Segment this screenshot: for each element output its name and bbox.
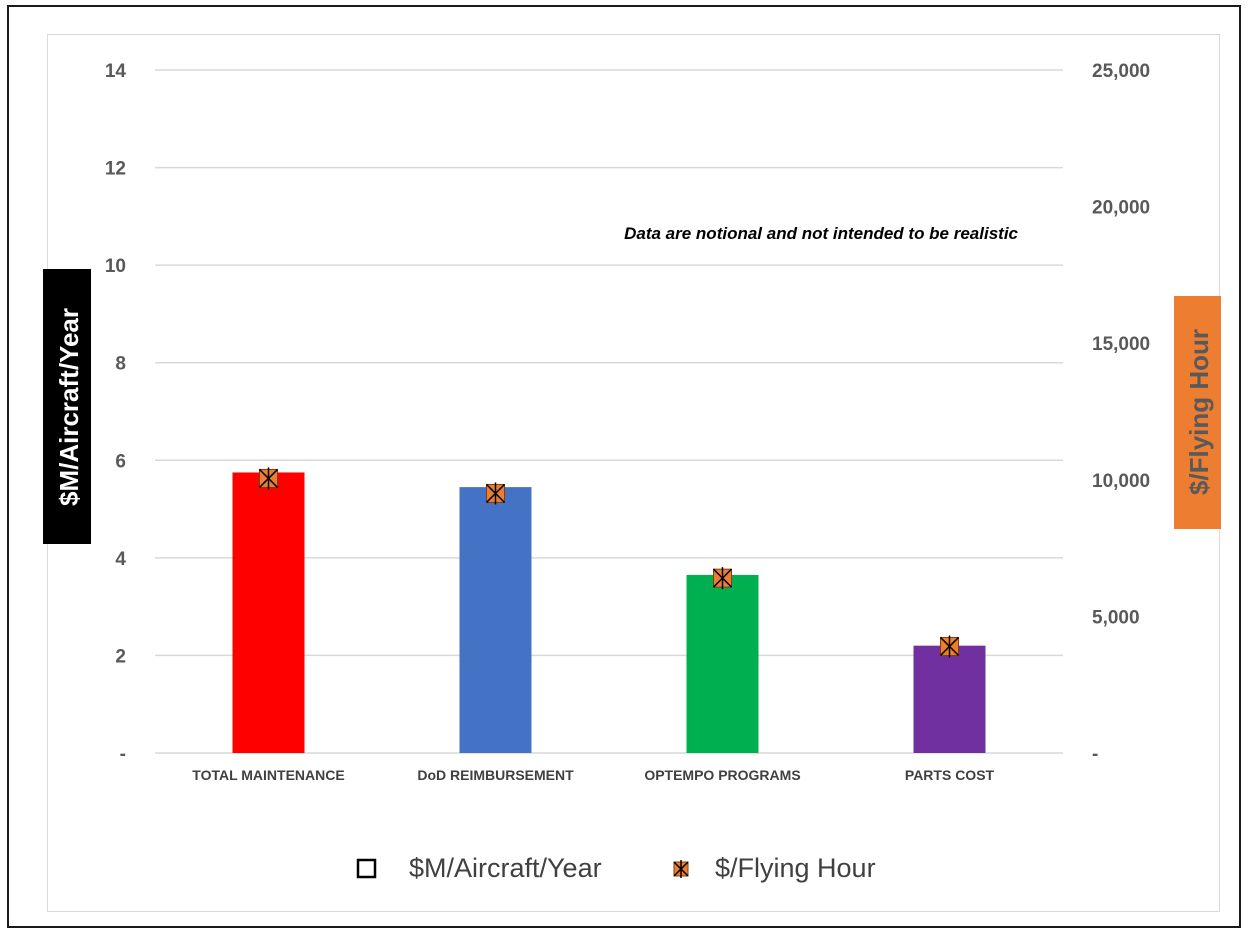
- left-tick-label: 6: [115, 451, 126, 472]
- left-tick-label: -: [120, 744, 126, 765]
- legend-label-aircraft-year: $M/Aircraft/Year: [409, 853, 602, 883]
- right-tick-label: 10,000: [1092, 471, 1150, 492]
- chart-frame: [7, 5, 1241, 928]
- notional-data-note: Data are notional and not intended to be…: [624, 224, 1018, 243]
- right-tick-label: 5,000: [1092, 607, 1140, 628]
- category-label: PARTS COST: [905, 767, 995, 783]
- left-axis-title-bg: [43, 269, 91, 544]
- bar: [232, 472, 305, 753]
- bars: [232, 472, 986, 753]
- category-label: OPTEMPO PROGRAMS: [644, 767, 800, 783]
- flying-hour-markers: [258, 467, 960, 658]
- tick-labels: - 2 4 6 8 10 12 14 - 5,000 10,000 15,000 20,000 25,00…: [105, 61, 1150, 765]
- left-tick-label: 2: [115, 646, 126, 667]
- right-axis-title-bg: [1174, 296, 1221, 529]
- legend: $M/Aircraft/Year $/Flying Hour: [356, 853, 876, 883]
- left-axis-title: $M/Aircraft/Year: [54, 308, 84, 506]
- left-tick-label: 14: [105, 61, 127, 82]
- bar: [459, 487, 532, 753]
- left-tick-label: 10: [105, 256, 126, 277]
- category-label: DoD REIMBURSEMENT: [417, 767, 574, 783]
- legend-label-flying-hour: $/Flying Hour: [715, 853, 876, 883]
- left-tick-label: 12: [105, 159, 126, 180]
- legend-swatch-flying-hour-icon: [673, 860, 689, 878]
- left-tick-label: 8: [115, 354, 126, 375]
- bar: [686, 574, 759, 753]
- bar: [913, 645, 986, 753]
- right-tick-label: 25,000: [1092, 61, 1150, 82]
- category-label: TOTAL MAINTENANCE: [192, 767, 344, 783]
- gridlines: [155, 69, 1063, 754]
- right-tick-label: -: [1092, 744, 1098, 765]
- category-labels: TOTAL MAINTENANCE DoD REIMBURSEMENT OPTEMP…: [192, 767, 994, 783]
- right-tick-label: 20,000: [1092, 198, 1150, 219]
- right-tick-label: 15,000: [1092, 334, 1150, 355]
- right-axis-title: $/Flying Hour: [1184, 329, 1214, 495]
- left-tick-label: 4: [115, 549, 126, 570]
- legend-swatch-aircraft-year: [356, 858, 377, 879]
